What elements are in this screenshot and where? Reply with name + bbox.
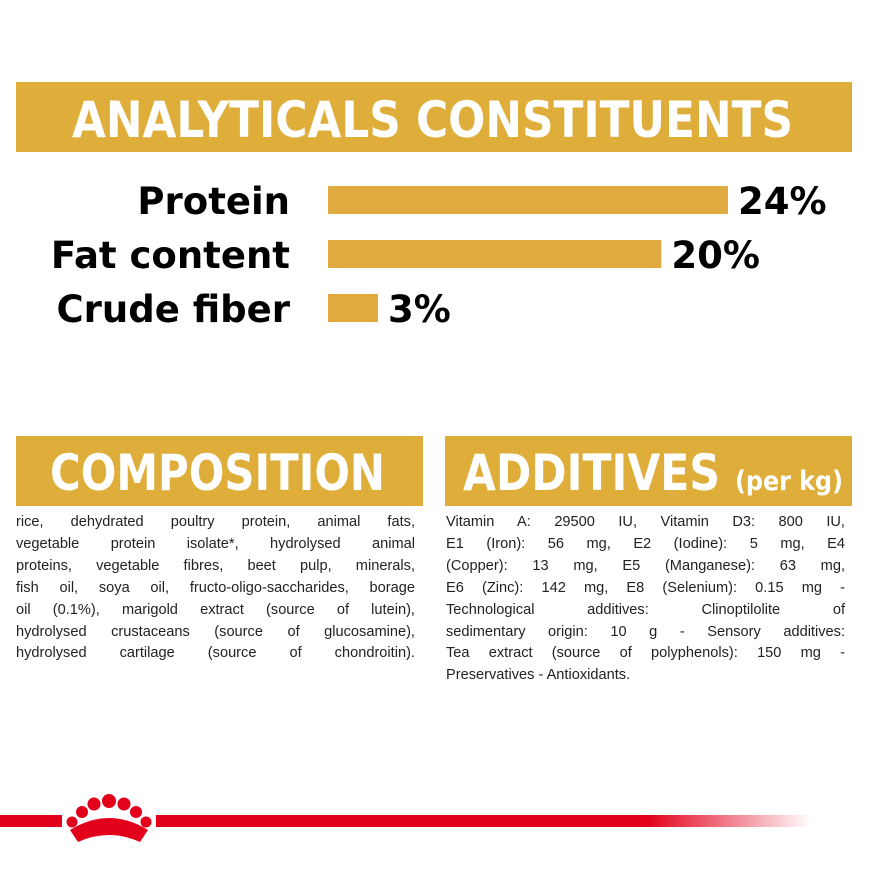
bar-chart: Protein 24% Fat content 20% Crude fiber 3% <box>51 180 827 331</box>
brand-line-left <box>0 815 62 827</box>
text-line: rice, dehydrated poultry protein, animal… <box>16 514 415 530</box>
text-line: Preservatives - Antioxidants. <box>446 667 631 684</box>
title-band <box>16 82 852 152</box>
bar <box>328 240 662 268</box>
additives-band <box>445 436 852 506</box>
category-label: Protein <box>137 180 290 223</box>
crown-logo <box>66 794 152 842</box>
text-line: (Copper): 13 mg, E5 (Manganese): 63 mg, <box>446 557 845 574</box>
additives-subtitle: (per kg) <box>735 466 843 497</box>
bar <box>328 294 378 322</box>
category-label: Crude fiber <box>57 288 291 331</box>
text-line: oil (0.1%), marigold extract (source of … <box>16 601 415 618</box>
category-label: Fat content <box>51 234 290 277</box>
additives-title: ADDITIVES <box>463 444 720 502</box>
text-line: hydrolysed cartilage (source of chondroi… <box>16 645 415 662</box>
text-line: Vitamin A: 29500 IU, Vitamin D3: 800 IU, <box>446 514 845 530</box>
text-line: Tea extract (source of polyphenols): 150… <box>446 645 845 662</box>
text-line: E6 (Zinc): 142 mg, E8 (Selenium): 0.15 m… <box>446 579 845 596</box>
value-label: 3% <box>388 288 451 331</box>
additives-text: Vitamin A: 29500 IU, Vitamin D3: 800 IU,… <box>446 512 845 687</box>
composition-band <box>16 436 423 506</box>
composition-title: COMPOSITION <box>50 444 385 502</box>
text-line: E1 (Iron): 56 mg, E2 (Iodine): 5 mg, E4 <box>446 535 845 552</box>
text-line: fish oil, soya oil, fructo-oligo-sacchar… <box>16 579 415 596</box>
composition-text: rice, dehydrated poultry protein, animal… <box>16 512 415 665</box>
text-line: hydrolysed crustaceans (source of glucos… <box>16 623 415 640</box>
bar <box>328 186 728 214</box>
brand-line-right <box>156 815 811 827</box>
text-line: sedimentary origin: 10 g - Sensory addit… <box>446 623 845 640</box>
text-line: vegetable protein isolate*, hydrolysed a… <box>16 535 415 552</box>
value-label: 24% <box>738 180 827 223</box>
title: ANALYTICALS CONSTITUENTS <box>72 91 793 149</box>
text-line: Technological additives: Clinoptilolite … <box>446 601 845 618</box>
value-label: 20% <box>671 234 760 277</box>
text-line: proteins, vegetable fibres, beet pulp, m… <box>16 557 415 574</box>
